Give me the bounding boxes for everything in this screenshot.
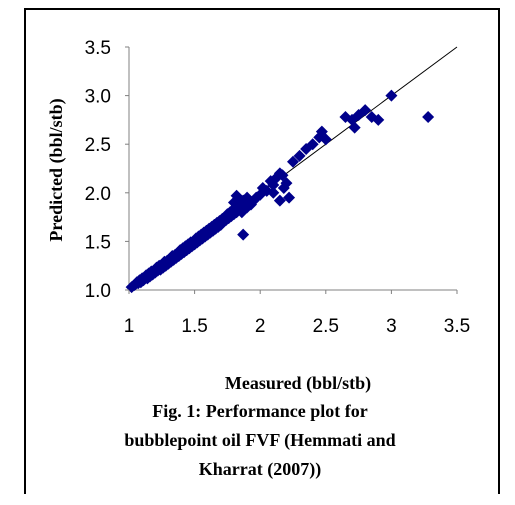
y-axis-title: Predicted (bbl/stb) [46,98,67,241]
caption-line-1: Fig. 1: Performance plot for [152,401,368,421]
y-tick-label: 3.5 [85,38,111,59]
data-point [359,104,372,117]
x-tick-label: 2 [255,316,266,337]
y-tick-label: 1.5 [85,232,111,253]
data-point [306,138,319,151]
data-points [125,89,435,294]
x-tick-label: 2.5 [313,316,339,337]
data-point [233,193,246,206]
data-point [372,113,385,126]
data-point [237,228,250,241]
caption-line-2: bubblepoint oil FVF (Hemmati and [124,430,396,450]
data-point [283,191,296,204]
data-point [348,121,361,134]
caption-line-3: Kharrat (2007)) [198,459,322,479]
figure-caption: Fig. 1: Performance plot for bubblepoint… [90,397,430,484]
x-tick-label: 3 [386,316,397,337]
x-tick-label: 3.5 [444,316,470,337]
y-tick-label: 1.0 [85,281,111,302]
x-tick-label: 1.5 [181,316,207,337]
data-point [385,89,398,102]
data-point [293,149,306,162]
y-tick-labels: 1.0 1.5 2.0 2.5 3.0 3.5 [85,38,129,302]
data-point [319,133,332,146]
data-point [422,110,435,123]
x-tick-label: 1 [124,316,135,337]
x-tick-labels: 1 1.5 2 2.5 3 3.5 [124,290,470,337]
y-tick-label: 2.0 [85,184,111,205]
data-point [280,177,293,190]
y-tick-label: 2.5 [85,135,111,156]
data-point [267,186,280,199]
x-axis-title: Measured (bbl/stb) [225,373,371,394]
data-point [273,194,286,207]
data-point [287,155,299,168]
y-tick-label: 3.0 [85,87,111,108]
figure-frame [24,8,500,494]
